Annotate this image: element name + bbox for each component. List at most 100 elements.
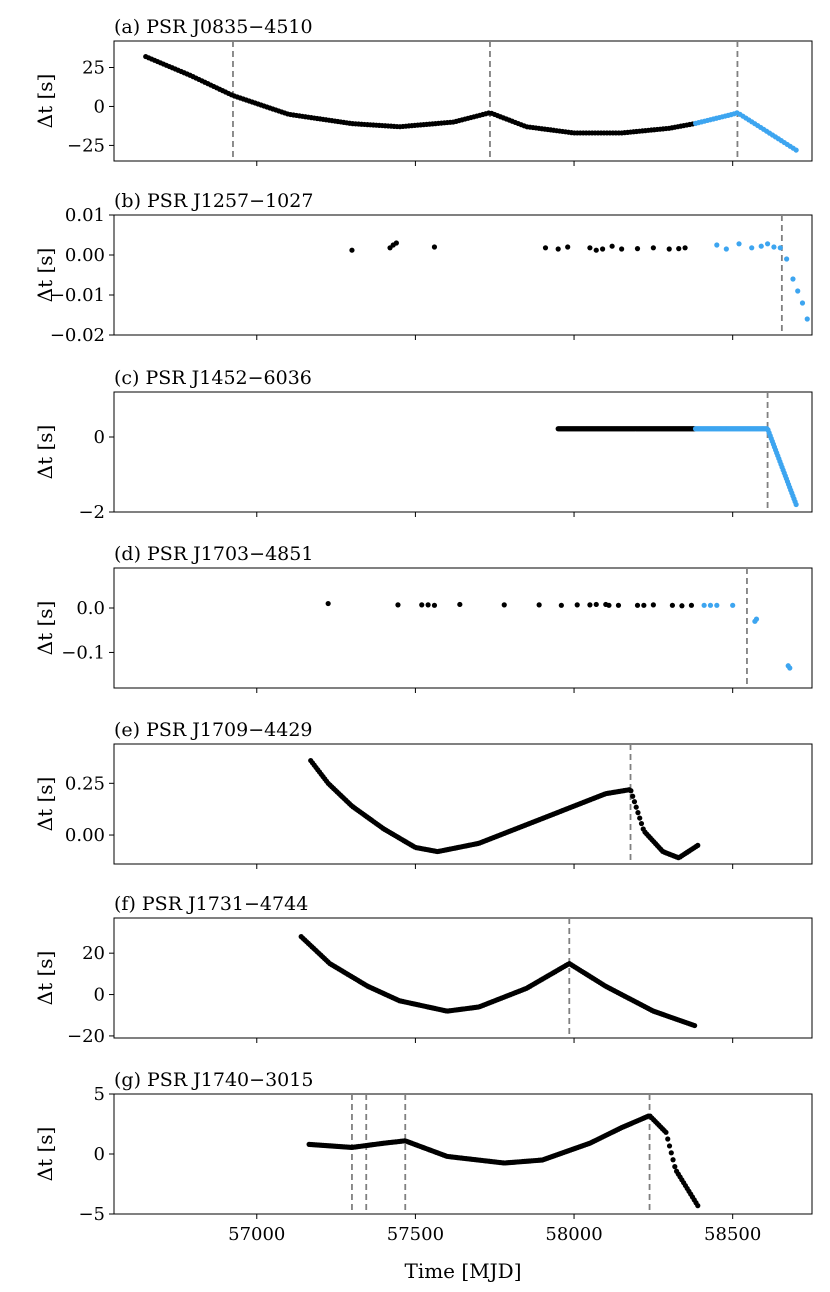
data-point (804, 316, 810, 322)
panel-c: (c) PSR J1452−6036 Δt [s] 0 −2 (33, 367, 813, 523)
data-point (799, 300, 806, 306)
y-tick-label: 20 (82, 943, 105, 964)
data-point (325, 600, 331, 607)
y-tick-label: 0.00 (65, 245, 105, 266)
panel-title: (e) PSR J1709−4429 (114, 719, 313, 741)
y-tick-label: 0 (94, 985, 105, 1006)
data-point (714, 242, 720, 248)
panel-title: (d) PSR J1703−4851 (114, 543, 313, 565)
panel-title: (b) PSR J1257−1027 (114, 190, 313, 212)
data-point (600, 246, 606, 252)
plot-frame (113, 391, 813, 513)
data-point (634, 246, 641, 252)
data-point (676, 246, 682, 252)
data-point (668, 1150, 674, 1156)
data-point (665, 1136, 671, 1142)
data-point (736, 241, 742, 247)
data-point (679, 603, 685, 609)
data-series (143, 53, 799, 153)
data-point (650, 245, 656, 251)
data-point (542, 245, 549, 251)
data-point (771, 244, 777, 250)
data-point (787, 665, 793, 671)
y-tick-label: −0.1 (61, 642, 105, 663)
y-axis-label: Δt [s] (33, 1127, 57, 1182)
y-axis-label: Δt [s] (33, 777, 57, 832)
data-point (637, 815, 643, 821)
data-point (431, 244, 438, 250)
data-point (695, 1203, 701, 1209)
data-point (457, 601, 463, 608)
data-point (714, 602, 720, 608)
data-point (631, 799, 638, 805)
data-series (555, 426, 799, 508)
data-point (349, 247, 355, 253)
panel-title: (c) PSR J1452−6036 (114, 367, 312, 389)
data-point (635, 810, 641, 816)
y-axis-label: Δt [s] (33, 248, 57, 303)
y-axis-label: Δt [s] (33, 601, 57, 656)
data-point (615, 602, 622, 608)
data-point (663, 1129, 669, 1135)
data-point (628, 788, 634, 794)
y-tick-label: −5 (78, 1204, 105, 1225)
data-point (666, 1143, 673, 1149)
data-point (633, 804, 639, 810)
panel-title: (g) PSR J1740−3015 (114, 1069, 313, 1091)
data-point (593, 601, 599, 608)
panel-title: (a) PSR J0835−4510 (114, 16, 313, 38)
data-point (672, 1164, 678, 1170)
data-point (619, 246, 625, 252)
y-axis-label: Δt [s] (33, 425, 57, 480)
data-point (555, 246, 561, 252)
data-series (298, 934, 698, 1029)
data-point (641, 602, 647, 608)
y-tick-label: 25 (82, 57, 105, 78)
data-point (431, 602, 438, 608)
y-tick-label: 0.25 (65, 773, 105, 794)
x-axis-label: Time [MJD] (404, 1259, 521, 1283)
data-point (606, 602, 612, 608)
plot-frame (113, 214, 813, 336)
data-point (536, 602, 542, 608)
data-point (395, 602, 401, 608)
data-point (682, 245, 688, 251)
data-point (638, 820, 645, 827)
panel-f: (f) PSR J1731−4744 Δt [s] 20 0 −20 (33, 893, 813, 1047)
plot-frame (113, 743, 813, 865)
panel-title: (f) PSR J1731−4744 (114, 893, 308, 915)
y-tick-label: 5 (94, 1084, 105, 1105)
x-tick-label: 57500 (387, 1224, 444, 1245)
panel-e: (e) PSR J1709−4429 Δt [s] 0.25 0.00 (33, 719, 813, 869)
data-point (666, 246, 672, 252)
panel-g: (g) PSR J1740−3015 Δt [s] 57000 57500 58000 5… (33, 1069, 813, 1245)
data-point (758, 243, 764, 249)
data-point (793, 147, 799, 153)
y-tick-label: 0 (94, 427, 105, 448)
y-tick-label: 0 (94, 1144, 105, 1165)
data-series (325, 600, 793, 671)
plot-frame (113, 567, 813, 689)
data-point (670, 1157, 676, 1163)
y-tick-label: −0.02 (50, 325, 105, 346)
y-tick-label: 0.00 (65, 825, 105, 846)
data-point (593, 247, 599, 253)
data-point (701, 602, 707, 608)
y-tick-label: −25 (67, 135, 105, 156)
data-point (587, 245, 593, 251)
y-tick-label: 0 (94, 96, 105, 117)
data-series (306, 1113, 701, 1209)
x-tick-label: 58000 (545, 1224, 602, 1245)
data-point (630, 793, 636, 799)
data-point (634, 602, 641, 608)
y-tick-label: −0.01 (50, 285, 105, 306)
data-point (574, 602, 580, 608)
data-point (692, 1022, 698, 1029)
y-axis-label: Δt [s] (33, 74, 57, 129)
data-point (793, 501, 799, 508)
data-point (753, 616, 760, 622)
data-point (425, 602, 431, 608)
data-point (707, 602, 714, 608)
data-point (749, 245, 755, 251)
